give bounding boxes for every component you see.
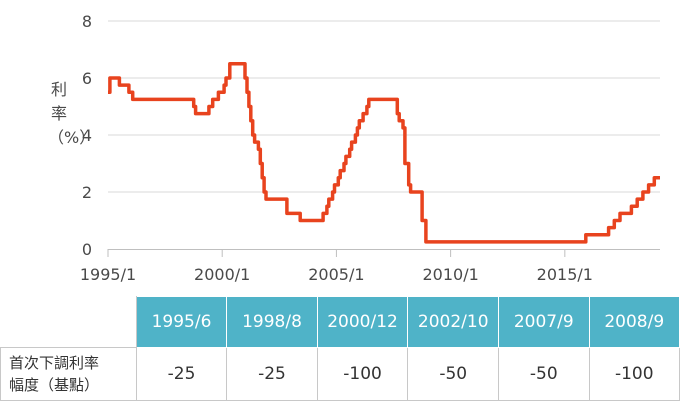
rate-series-line bbox=[108, 62, 660, 244]
x-tick-label: 2000/1 bbox=[194, 265, 250, 284]
table-cell-value: -50 bbox=[498, 347, 590, 401]
table-cell-value: -25 bbox=[226, 347, 318, 401]
table-cell-value: -100 bbox=[588, 347, 680, 401]
table-header-date: 1995/6 bbox=[135, 296, 228, 348]
x-tick-label: 2010/1 bbox=[422, 265, 478, 284]
table-cell-value: -50 bbox=[407, 347, 500, 401]
table-header-date: 2007/9 bbox=[498, 296, 590, 348]
table-header-date: 1998/8 bbox=[226, 296, 318, 348]
table-cell-value: -100 bbox=[316, 347, 409, 401]
rate-line-chart: 0 2 4 6 8 1995/1 2000/1 2005/1 2010/1 2015/1 bbox=[80, 12, 660, 284]
table-header-date: 2008/9 bbox=[588, 296, 680, 348]
x-axis: 1995/1 2000/1 2005/1 2010/1 2015/1 bbox=[80, 249, 660, 284]
x-tick-label: 2005/1 bbox=[308, 265, 364, 284]
table-row-label: 首次下調利率 幅度（基點） bbox=[0, 347, 137, 401]
table-cell-value: -25 bbox=[135, 347, 228, 401]
y-tick-label: 4 bbox=[82, 126, 92, 145]
x-tick-label: 2015/1 bbox=[537, 265, 593, 284]
row-label-line: 幅度（基點） bbox=[9, 376, 100, 394]
table-row: 首次下調利率 幅度（基點） -25 -25 -100 -50 -50 -100 bbox=[0, 347, 680, 401]
y-tick-label: 6 bbox=[82, 69, 92, 88]
chart-gridlines bbox=[108, 20, 660, 193]
row-label-line: 首次下調利率 bbox=[9, 354, 100, 372]
chart-series bbox=[108, 62, 660, 244]
y-tick-label: 0 bbox=[82, 240, 92, 259]
table-header-date: 2002/10 bbox=[407, 296, 500, 348]
y-axis-label: 利率（%） bbox=[48, 80, 96, 147]
y-tick-label: 8 bbox=[82, 12, 92, 31]
table-header-row: 1995/6 1998/8 2000/12 2002/10 2007/9 200… bbox=[0, 296, 680, 348]
x-tick-label: 1995/1 bbox=[80, 265, 136, 284]
rate-cut-table: 1995/6 1998/8 2000/12 2002/10 2007/9 200… bbox=[0, 296, 680, 401]
table-corner-cell bbox=[0, 296, 137, 348]
y-axis-ticks: 0 2 4 6 8 bbox=[82, 12, 92, 259]
table-header-date: 2000/12 bbox=[316, 296, 409, 348]
y-tick-label: 2 bbox=[82, 183, 92, 202]
